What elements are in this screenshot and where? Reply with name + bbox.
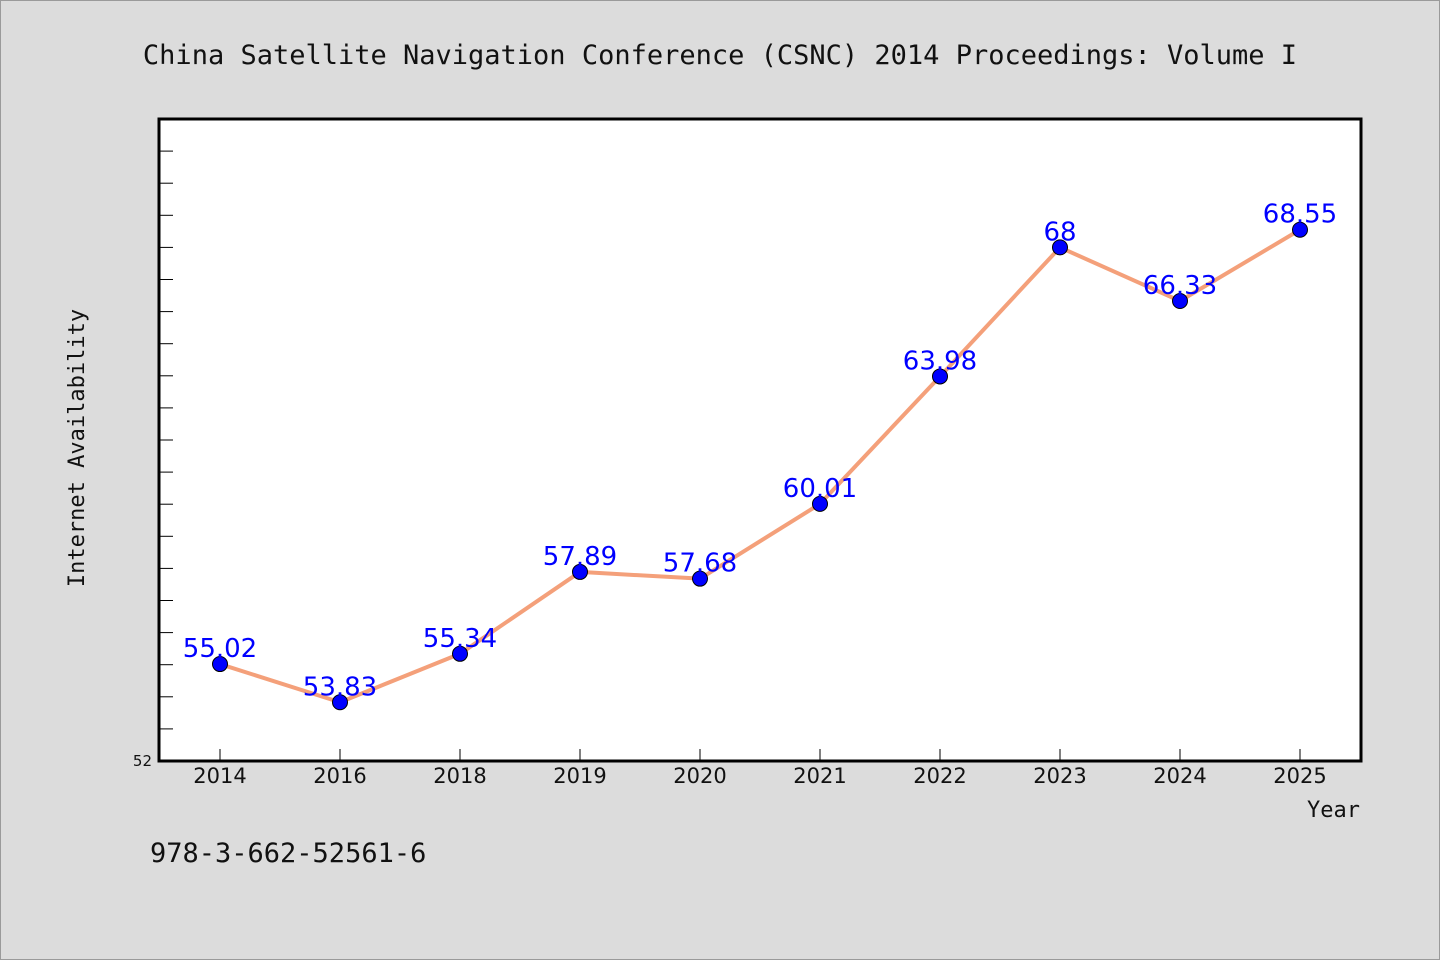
x-tick-label: 2023 — [1033, 764, 1086, 788]
data-label: 60.01 — [783, 474, 857, 504]
x-tick-label: 2014 — [193, 764, 246, 788]
data-label: 57.89 — [543, 542, 617, 572]
data-point — [932, 368, 948, 385]
data-label: 63.98 — [903, 346, 977, 376]
data-point — [1292, 221, 1308, 238]
chart-title: China Satellite Navigation Conference (C… — [143, 40, 1297, 71]
y-axis-ticks — [159, 150, 173, 730]
data-label: 55.02 — [183, 634, 257, 664]
data-label: 66.33 — [1143, 271, 1217, 301]
data-point — [1172, 293, 1188, 310]
plot-area — [157, 117, 1363, 763]
x-tick-label: 2019 — [553, 764, 606, 788]
data-markers — [212, 221, 1308, 711]
y-axis-label: Internet Availability — [65, 309, 90, 587]
data-point — [332, 694, 348, 711]
data-labels: 55.02 53.83 55.34 57.89 57.68 60.01 63.98 68 66.… — [183, 200, 1337, 703]
data-label: 53.83 — [303, 672, 377, 702]
series-line — [218, 227, 1302, 705]
data-point — [692, 570, 708, 587]
x-tick-label: 2024 — [1153, 764, 1206, 788]
data-point — [212, 656, 228, 673]
x-axis-ticks: 2014 2016 2018 2019 2020 2021 2022 2023 2024 2025 — [193, 749, 1327, 788]
data-label: 57.68 — [663, 549, 737, 579]
data-point — [812, 495, 828, 512]
x-tick-label: 2018 — [433, 764, 486, 788]
x-tick-label: 2022 — [913, 764, 966, 788]
x-axis-label: Year — [1307, 798, 1360, 823]
data-label: 55.34 — [423, 624, 497, 654]
x-tick-label: 2021 — [793, 764, 846, 788]
data-point — [452, 645, 468, 662]
data-label: 68.55 — [1263, 200, 1337, 230]
data-point — [1052, 239, 1068, 256]
data-label: 68 — [1043, 217, 1076, 247]
x-tick-label: 2016 — [313, 764, 366, 788]
isbn-text: 978-3-662-52561-6 — [150, 838, 426, 869]
x-tick-label: 2020 — [673, 764, 726, 788]
y-tick-label-min: 52 — [133, 752, 152, 770]
data-point — [572, 563, 588, 580]
x-tick-label: 2025 — [1273, 764, 1326, 788]
